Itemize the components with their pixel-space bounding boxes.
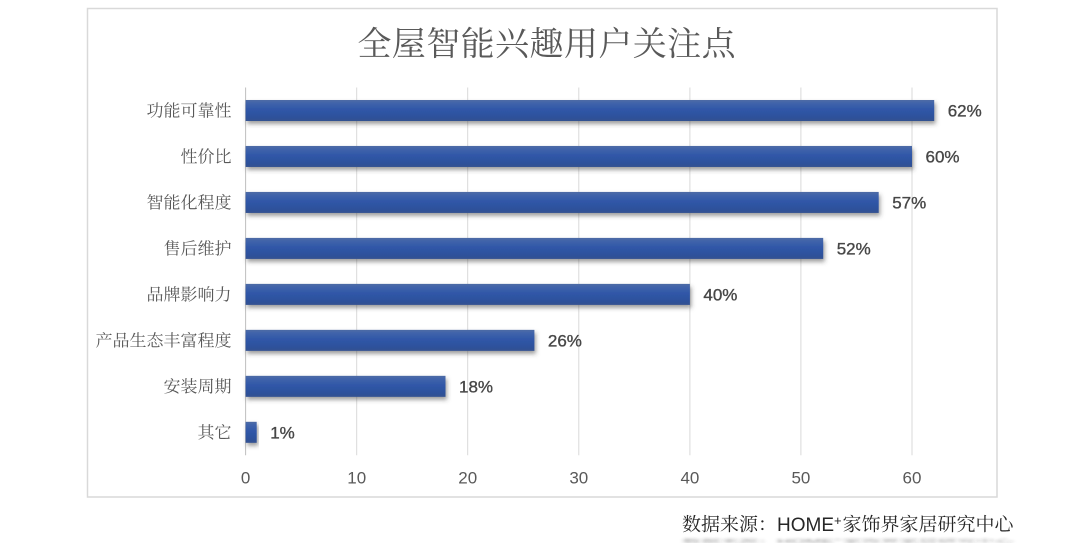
svg-text:10: 10 [347,469,366,488]
svg-text:50: 50 [791,469,810,488]
svg-text:26%: 26% [548,332,582,351]
svg-text:40: 40 [680,469,699,488]
svg-text:60: 60 [903,469,922,488]
svg-text:18%: 18% [459,378,493,397]
svg-text:57%: 57% [892,194,926,213]
svg-text:20: 20 [458,469,477,488]
svg-text:HOME: HOME [777,515,834,536]
svg-text:60%: 60% [926,148,960,167]
svg-text:52%: 52% [837,240,871,259]
svg-text:1%: 1% [270,424,295,443]
svg-text:+: + [834,513,842,528]
svg-text:30: 30 [569,469,588,488]
svg-text:40%: 40% [703,286,737,305]
svg-text:0: 0 [241,469,250,488]
svg-text:62%: 62% [948,102,982,121]
